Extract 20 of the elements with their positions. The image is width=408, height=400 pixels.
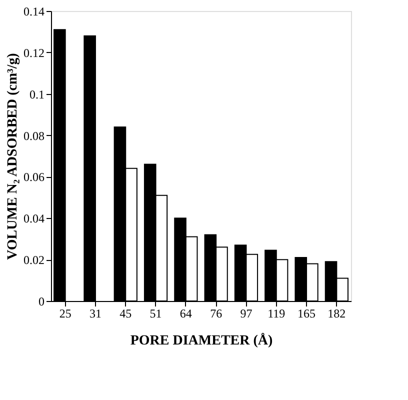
y-tick-label: 0.06 [24, 170, 44, 184]
x-tick-label: 76 [210, 306, 222, 320]
y-axis-title: VOLUME N₂ ADSORBED (cm³/g) [6, 52, 20, 260]
y-tick-label: 0.14 [24, 4, 44, 18]
x-tick-label: 25 [59, 306, 72, 320]
x-tick-label: 64 [180, 306, 192, 320]
x-tick-label: 51 [150, 306, 162, 320]
y-tick-label: 0 [38, 294, 44, 308]
x-tick-label: 165 [298, 306, 316, 320]
y-tick-label: 0.02 [24, 253, 44, 268]
x-tick-label: 119 [268, 306, 286, 320]
x-tick-label: 31 [89, 306, 102, 320]
x-tick-label: 45 [120, 306, 132, 320]
x-tick-label: 97 [240, 306, 252, 320]
y-tick-label: 0.1 [30, 87, 44, 102]
y-tick-label: 0.04 [24, 212, 44, 226]
x-tick-label: 182 [328, 306, 346, 320]
y-tick-label: 0.08 [24, 128, 44, 143]
x-axis-title: PORE DIAMETER (Å) [130, 332, 273, 348]
y-tick-label: 0.12 [24, 46, 44, 60]
